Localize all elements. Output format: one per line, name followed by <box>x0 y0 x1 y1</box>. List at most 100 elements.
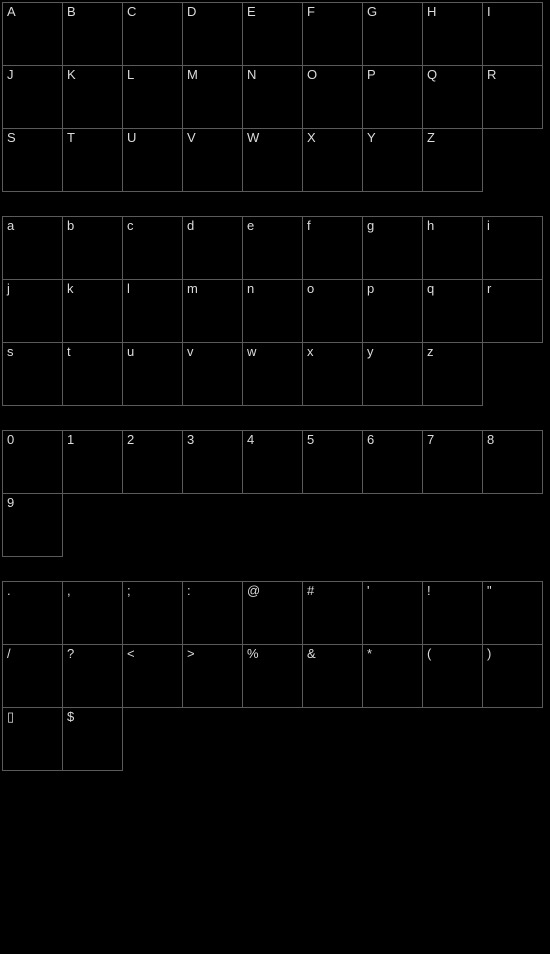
glyph-cell: g <box>362 216 423 280</box>
glyph-cell: n <box>242 279 303 343</box>
glyph-cell: 0 <box>2 430 63 494</box>
glyph-cell: 2 <box>122 430 183 494</box>
glyph-cell: t <box>62 342 123 406</box>
glyph-cell: " <box>482 581 543 645</box>
glyph-cell: @ <box>242 581 303 645</box>
glyph-cell: Z <box>422 128 483 192</box>
glyph-label: M <box>187 68 198 82</box>
glyph-cell: A <box>2 2 63 66</box>
glyph-label: m <box>187 282 198 296</box>
glyph-cell: Y <box>362 128 423 192</box>
glyph-label: b <box>67 219 74 233</box>
glyph-cell: ; <box>122 581 183 645</box>
glyph-label: U <box>127 131 136 145</box>
glyph-cell: ' <box>362 581 423 645</box>
glyph-label: L <box>127 68 134 82</box>
glyph-cell: m <box>182 279 243 343</box>
glyph-cell: 4 <box>242 430 303 494</box>
glyph-label: & <box>307 647 316 661</box>
glyph-cell: 3 <box>182 430 243 494</box>
glyph-cell: e <box>242 216 303 280</box>
glyph-cell: f <box>302 216 363 280</box>
glyph-cell: z <box>422 342 483 406</box>
glyph-label: g <box>367 219 374 233</box>
glyph-label: : <box>187 584 191 598</box>
glyph-label: ; <box>127 584 131 598</box>
glyph-label: I <box>487 5 491 19</box>
glyph-label: D <box>187 5 196 19</box>
glyph-label: h <box>427 219 434 233</box>
glyph-cell: & <box>302 644 363 708</box>
glyph-label: 1 <box>67 433 74 447</box>
glyph-label: l <box>127 282 130 296</box>
glyph-cell: q <box>422 279 483 343</box>
glyph-cell: > <box>182 644 243 708</box>
glyph-label: A <box>7 5 16 19</box>
glyph-cell: H <box>422 2 483 66</box>
glyph-label: / <box>7 647 11 661</box>
glyph-label: $ <box>67 710 74 724</box>
glyph-label: n <box>247 282 254 296</box>
glyph-cell: l <box>122 279 183 343</box>
glyph-cell: s <box>2 342 63 406</box>
glyph-cell: i <box>482 216 543 280</box>
glyph-label: E <box>247 5 256 19</box>
glyph-label: B <box>67 5 76 19</box>
glyph-label: ▯ <box>7 710 14 724</box>
glyph-label: , <box>67 584 71 598</box>
glyph-label: < <box>127 647 135 661</box>
glyph-cell: * <box>362 644 423 708</box>
glyph-cell: b <box>62 216 123 280</box>
glyph-cell: Q <box>422 65 483 129</box>
glyph-label: K <box>67 68 76 82</box>
glyph-cell: T <box>62 128 123 192</box>
glyph-cell: j <box>2 279 63 343</box>
glyph-cell: J <box>2 65 63 129</box>
glyph-label: r <box>487 282 491 296</box>
glyph-label: Z <box>427 131 435 145</box>
glyph-cell: 7 <box>422 430 483 494</box>
glyph-label: Q <box>427 68 437 82</box>
glyph-label: c <box>127 219 134 233</box>
glyph-label: F <box>307 5 315 19</box>
glyph-label: 5 <box>307 433 314 447</box>
glyph-cell: B <box>62 2 123 66</box>
glyph-cell: P <box>362 65 423 129</box>
glyph-label: d <box>187 219 194 233</box>
glyph-label: " <box>487 584 492 598</box>
glyph-cell: 9 <box>2 493 63 557</box>
glyph-label: ) <box>487 647 491 661</box>
glyph-label: t <box>67 345 71 359</box>
glyph-cell: x <box>302 342 363 406</box>
glyph-cell: ! <box>422 581 483 645</box>
glyph-cell: k <box>62 279 123 343</box>
glyph-cell: $ <box>62 707 123 771</box>
glyph-label: * <box>367 647 372 661</box>
glyph-cell: S <box>2 128 63 192</box>
glyph-cell: w <box>242 342 303 406</box>
glyph-cell: u <box>122 342 183 406</box>
glyph-label: R <box>487 68 496 82</box>
glyph-label: S <box>7 131 16 145</box>
glyph-cell: U <box>122 128 183 192</box>
glyph-cell: / <box>2 644 63 708</box>
glyph-cell: N <box>242 65 303 129</box>
glyph-cell: ( <box>422 644 483 708</box>
glyph-cell: E <box>242 2 303 66</box>
glyph-cell: c <box>122 216 183 280</box>
glyph-label: a <box>7 219 14 233</box>
glyph-cell: # <box>302 581 363 645</box>
glyph-label: 9 <box>7 496 14 510</box>
glyph-cell: % <box>242 644 303 708</box>
glyph-label: v <box>187 345 194 359</box>
glyph-cell: v <box>182 342 243 406</box>
glyph-label: % <box>247 647 259 661</box>
glyph-label: ! <box>427 584 431 598</box>
glyph-label: W <box>247 131 259 145</box>
glyph-cell: ) <box>482 644 543 708</box>
glyph-cell: V <box>182 128 243 192</box>
glyph-cell: r <box>482 279 543 343</box>
glyph-label: P <box>367 68 376 82</box>
glyph-label: 8 <box>487 433 494 447</box>
glyph-label: w <box>247 345 256 359</box>
